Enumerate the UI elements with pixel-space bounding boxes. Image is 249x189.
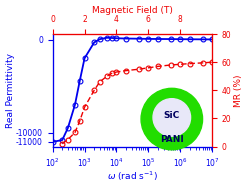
Text: SiC: SiC xyxy=(164,111,180,120)
X-axis label: Magnetic Field (T): Magnetic Field (T) xyxy=(92,5,173,15)
Y-axis label: Real Permittivity: Real Permittivity xyxy=(5,53,14,128)
Circle shape xyxy=(153,99,190,136)
Y-axis label: MR (%): MR (%) xyxy=(235,74,244,107)
Circle shape xyxy=(141,88,203,150)
Text: PANI: PANI xyxy=(160,135,184,144)
X-axis label: $\omega$ (rad s$^{-1}$): $\omega$ (rad s$^{-1}$) xyxy=(107,170,158,184)
